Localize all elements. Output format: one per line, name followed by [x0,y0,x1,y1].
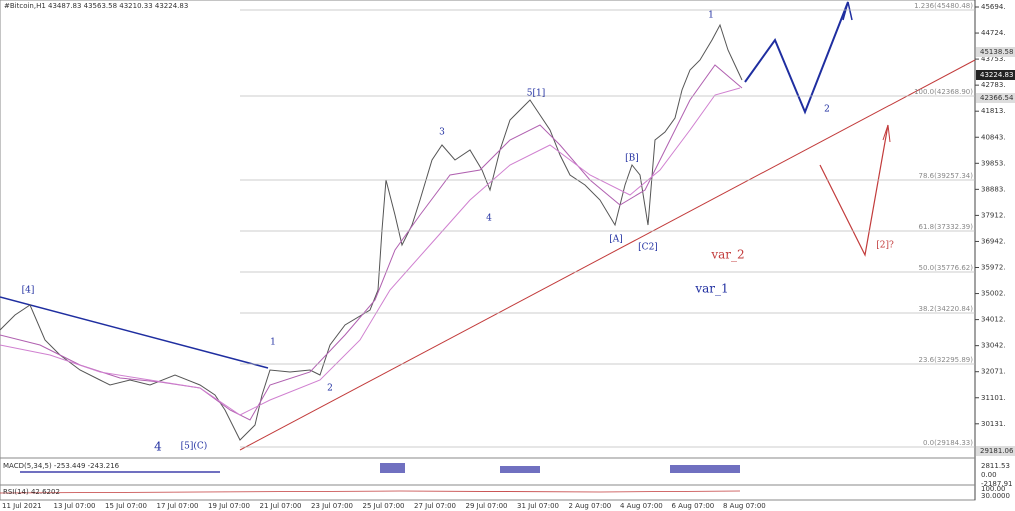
macd-label: MACD(5,34,5) -253.449 -243.216 [3,462,120,470]
x-tick-label: 23 Jul 07:00 [311,502,353,510]
y-tick-label: 42783. [981,81,1006,89]
x-tick-label: 17 Jul 07:00 [157,502,199,510]
wave-label: 1 [708,11,714,21]
wave-label: [C2] [638,243,658,253]
y-tick-label: 36942. [981,237,1006,245]
y-tick-label: 40843. [981,133,1006,141]
y-tick-label: 30131. [981,420,1006,428]
wave-label: [4] [22,286,35,296]
y-tick-label: 35002. [981,290,1006,298]
rsi-axis-label: 100.00 [981,485,1006,493]
price-tag [976,47,1015,57]
y-tick-label: 39853. [981,159,1006,167]
x-tick-label: 6 Aug 07:00 [672,502,715,510]
price-tag [976,70,1015,80]
price-tag [976,93,1015,103]
wave-label: 3 [439,128,445,138]
wave-label: 4 [486,214,492,224]
wave-label: var_1 [694,282,728,296]
macd-histogram [20,463,740,473]
y-tick-label: 34012. [981,316,1006,324]
macd-axis-label: 0.00 [981,471,997,479]
price-tag-label: 43224.83 [980,71,1013,79]
y-tick-label: 43753. [981,55,1006,63]
wave-label: 2 [824,105,830,115]
x-tick-label: 8 Aug 07:00 [723,502,766,510]
moving-average [0,87,741,416]
wave-label: 2 [327,384,333,394]
price-tag [976,446,1015,456]
projection [819,124,889,257]
y-tick-label: 41813. [981,107,1006,115]
price-tag-label: 29181.06 [980,447,1014,455]
arrowhead [842,1,853,21]
x-tick-label: 15 Jul 07:00 [105,502,147,510]
rsi-line [0,490,741,494]
wave-label: [2]? [876,241,894,251]
wave-label: 4 [154,440,162,454]
x-tick-label: 4 Aug 07:00 [620,502,663,510]
rsi-label: RSI(14) 42.6202 [3,488,60,496]
y-tick-label: 38883. [981,185,1006,193]
wave-label: 1 [270,338,276,348]
price-tag-label: 45138.58 [980,48,1013,56]
y-tick-label: 33042. [981,342,1006,350]
y-tick-label: 32071. [981,368,1006,376]
trendline [239,59,976,451]
trendline [0,296,269,369]
fib-label: 38.2(34220.84) [919,305,974,313]
wave-label: [5](C) [181,441,208,452]
arrowhead [882,124,891,143]
symbol: #Bitcoin,H1 [4,2,46,10]
macd-axis-label: 2811.53 [981,462,1010,470]
y-tick-label: 45694. [981,3,1006,11]
wave-label: [A] [609,235,623,245]
rsi-axis-label: 30.0000 [981,492,1010,500]
macd-axis-label: -2187.91 [981,480,1012,488]
chart-frame [0,0,976,501]
x-tick-label: 31 Jul 07:00 [517,502,559,510]
y-tick-label: 37912. [981,211,1006,219]
fib-label: 23.6(32295.89) [919,356,974,364]
quote: 43487.83 43563.58 43210.33 43224.83 [48,2,188,10]
y-tick-label: 44724. [981,29,1006,37]
fib-label: 61.8(37332.39) [919,223,974,231]
fib-label: 100.0(42368.90) [914,88,973,96]
x-tick-label: 11 Jul 2021 [2,502,42,510]
wave-label: 5[1] [527,89,545,99]
fib-label: 50.0(35776.62) [919,264,974,272]
wave-label: [B] [625,154,639,164]
fib-label: 78.6(39257.34) [919,172,974,180]
x-tick-label: 19 Jul 07:00 [208,502,250,510]
projection [744,1,849,115]
x-tick-label: 21 Jul 07:00 [260,502,302,510]
y-tick-label: 35972. [981,264,1006,272]
x-tick-label: 29 Jul 07:00 [466,502,508,510]
price-line [0,23,743,441]
fib-label: 0.0(29184.33) [923,439,973,447]
x-tick-label: 13 Jul 07:00 [54,502,96,510]
fib-label: 1.236(45480.48) [914,2,973,10]
price-tag-label: 42366.54 [980,94,1014,102]
x-tick-label: 25 Jul 07:00 [363,502,405,510]
x-tick-label: 27 Jul 07:00 [414,502,456,510]
wave-label: var_2 [710,248,744,262]
x-tick-label: 2 Aug 07:00 [569,502,612,510]
y-tick-label: 31101. [981,394,1006,402]
